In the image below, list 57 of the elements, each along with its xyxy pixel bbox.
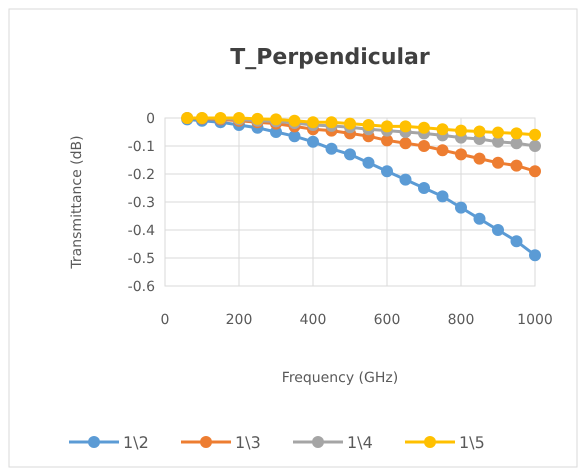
- point: [436, 144, 448, 156]
- point: [381, 165, 393, 178]
- point: [381, 134, 393, 146]
- point: [307, 116, 319, 128]
- legend-label: 1\2: [123, 433, 149, 452]
- x-tick-label: 400: [300, 312, 326, 328]
- point: [455, 148, 467, 160]
- point: [492, 156, 504, 169]
- point: [529, 165, 541, 178]
- point: [455, 202, 467, 214]
- point: [529, 249, 541, 262]
- y-tick-label: -0.4: [128, 223, 156, 239]
- x-tick-label: 0: [160, 312, 170, 328]
- point: [344, 118, 356, 130]
- legend-label: 1\4: [347, 433, 373, 452]
- y-tick-label: -0.1: [128, 139, 155, 155]
- x-tick-label: 600: [374, 312, 400, 328]
- y-tick-label: -0.5: [128, 251, 155, 267]
- point: [326, 116, 338, 128]
- point: [362, 119, 374, 131]
- y-axis-title: Transmittance (dB): [69, 135, 85, 270]
- point: [326, 142, 338, 155]
- y-tick-label: 0: [146, 111, 155, 127]
- x-axis-title: Frequency (GHz): [282, 370, 398, 386]
- x-tick-label: 200: [226, 312, 252, 328]
- point: [436, 123, 448, 136]
- point: [510, 127, 522, 140]
- point: [381, 120, 393, 132]
- point: [492, 126, 504, 139]
- point: [344, 148, 356, 160]
- point: [400, 120, 412, 132]
- point: [418, 182, 430, 194]
- point: [307, 136, 319, 148]
- y-tick-label: -0.2: [128, 167, 155, 183]
- point: [529, 140, 541, 152]
- point: [400, 174, 412, 186]
- chart-title: T_Perpendicular: [230, 45, 430, 70]
- point: [288, 114, 300, 127]
- point: [529, 128, 541, 141]
- y-tick-label: -0.3: [128, 195, 155, 211]
- legend-label: 1\5: [459, 433, 485, 452]
- point: [510, 235, 522, 248]
- point: [474, 125, 486, 138]
- point: [362, 156, 374, 169]
- legend-label: 1\3: [235, 433, 261, 452]
- x-tick-label: 1000: [517, 312, 553, 328]
- point: [455, 124, 467, 137]
- point: [474, 212, 486, 225]
- point: [418, 140, 430, 152]
- x-tick-label: 800: [448, 312, 474, 328]
- point: [418, 122, 430, 134]
- point: [492, 224, 504, 236]
- point: [510, 160, 522, 172]
- point: [474, 152, 486, 165]
- y-tick-label: -0.6: [128, 279, 156, 295]
- point: [400, 137, 412, 150]
- point: [436, 190, 448, 202]
